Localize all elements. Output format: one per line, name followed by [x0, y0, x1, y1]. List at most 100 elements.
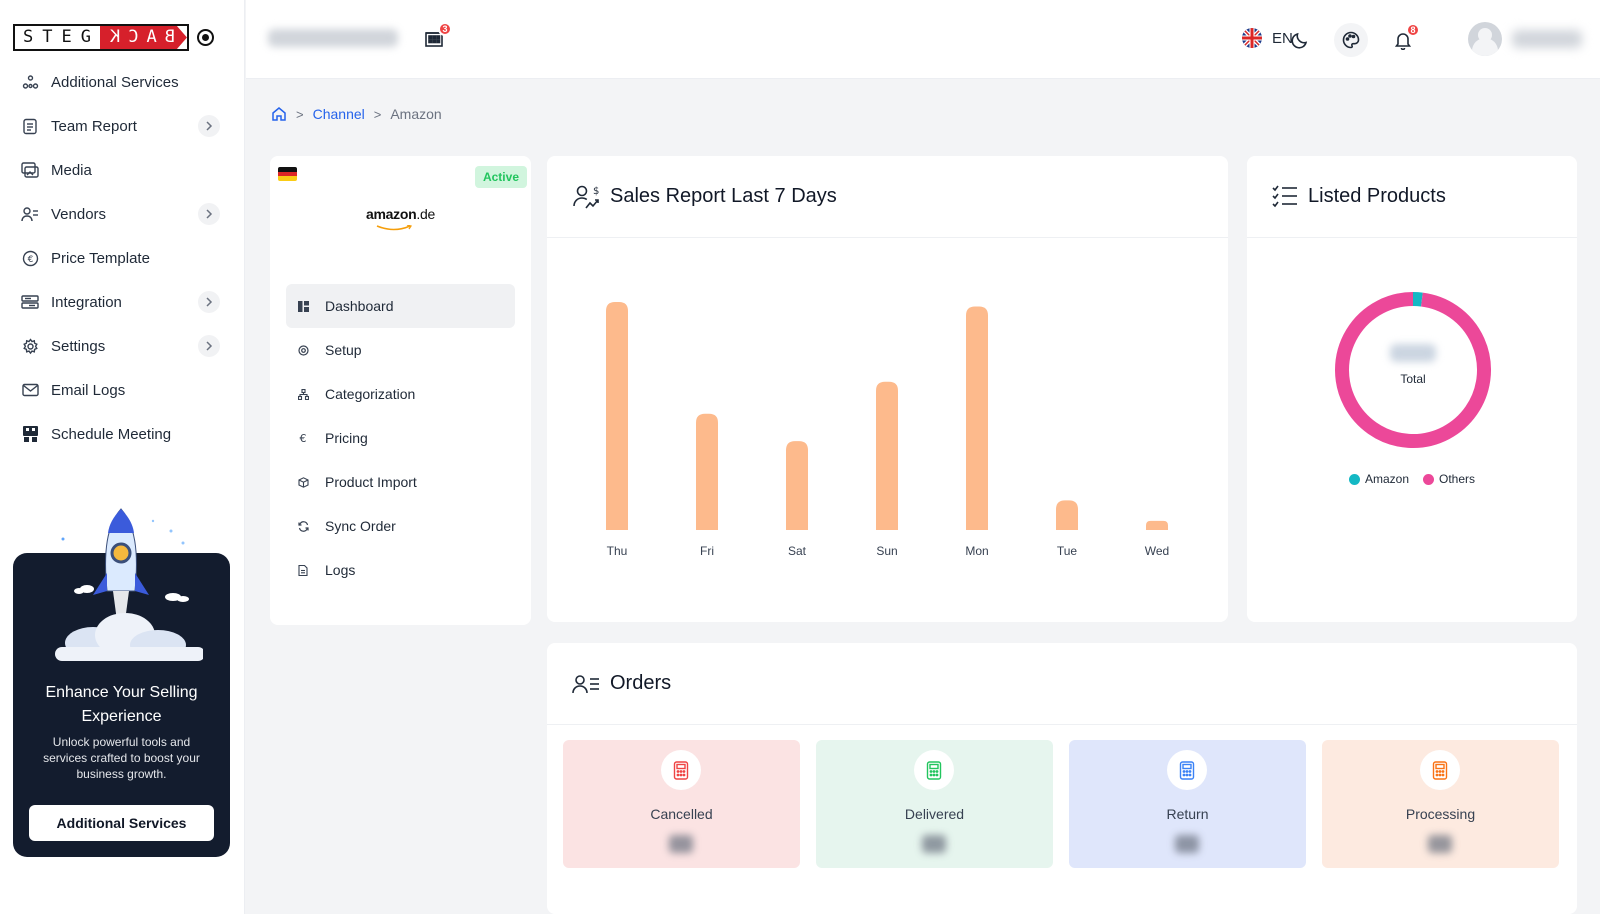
- moon-icon: [1291, 32, 1308, 49]
- sidebar-item-label: Additional Services: [51, 73, 179, 91]
- sidebar-item-label: Vendors: [51, 205, 107, 223]
- gear-icon: [21, 337, 39, 355]
- bar-fri[interactable]: [696, 413, 718, 530]
- sales-user-icon: $: [573, 185, 599, 208]
- sidebar-item-additional-services[interactable]: Additional Services: [0, 60, 245, 104]
- svg-text:€: €: [27, 255, 33, 265]
- germany-flag-icon: [278, 167, 297, 181]
- dashboard-icon: [297, 300, 309, 312]
- sidebar-item-vendors[interactable]: Vendors: [0, 192, 245, 236]
- x-tick-label: Mon: [965, 544, 988, 558]
- sidebar-item-label: Email Logs: [51, 381, 126, 399]
- channel-menu-label: Pricing: [325, 430, 368, 446]
- user-name[interactable]: [1512, 30, 1582, 48]
- sidebar-item-label: Team Report: [51, 117, 137, 135]
- bar-thu[interactable]: [606, 302, 628, 530]
- sidebar-item-label: Media: [51, 161, 92, 179]
- brand-logo-left: STEG: [15, 26, 104, 49]
- import-icon: [297, 476, 309, 488]
- sidebar-item-email-logs[interactable]: Email Logs: [0, 368, 245, 412]
- listed-products-donut: Total: [1333, 290, 1493, 450]
- listed-products-header: Listed Products: [1247, 156, 1577, 238]
- svg-text:$: $: [593, 186, 599, 197]
- donut-total-label: Total: [1400, 372, 1426, 386]
- euro-icon: €: [299, 431, 307, 445]
- order-count: [922, 835, 946, 853]
- sidebar-item-price-template[interactable]: € Price Template: [0, 236, 245, 280]
- breadcrumb-current: Amazon: [390, 106, 442, 122]
- channel-menu-sync-order[interactable]: Sync Order: [286, 504, 515, 548]
- channel-menu-dashboard[interactable]: Dashboard: [286, 284, 515, 328]
- bar-sat[interactable]: [786, 441, 808, 530]
- promo-title: Enhance Your Selling Experience: [45, 684, 198, 725]
- brand-logo[interactable]: STEG BACK: [13, 24, 214, 51]
- order-tile-label: Cancelled: [650, 806, 713, 822]
- order-tile-cancelled[interactable]: Cancelled: [563, 740, 800, 868]
- home-icon[interactable]: [271, 106, 287, 122]
- orders-header: Orders: [547, 643, 1577, 725]
- chevron-right-icon[interactable]: [198, 115, 220, 137]
- order-tile-return[interactable]: Return: [1069, 740, 1306, 868]
- amazon-logo-tld: .de: [416, 206, 435, 222]
- channel-menu-pricing[interactable]: € Pricing: [286, 416, 515, 460]
- company-name[interactable]: [268, 29, 398, 47]
- legend-label: Amazon: [1364, 472, 1409, 486]
- store-switcher[interactable]: 3: [424, 22, 452, 50]
- channel-card: Active amazon.de Dashboard Setup Categor…: [270, 156, 531, 625]
- mail-icon: [21, 381, 39, 399]
- topbar: 3 EN 8: [246, 0, 1600, 79]
- sidebar-item-label: Settings: [51, 337, 106, 355]
- chevron-right-icon[interactable]: [198, 335, 220, 357]
- setup-icon: [297, 344, 309, 356]
- channel-menu-product-import[interactable]: Product Import: [286, 460, 515, 504]
- bar-mon[interactable]: [966, 306, 988, 530]
- channel-menu-setup[interactable]: Setup: [286, 328, 515, 372]
- channel-menu-categorization[interactable]: Categorization: [286, 372, 515, 416]
- sidebar-item-media[interactable]: Media: [0, 148, 245, 192]
- sales-report-title: Sales Report Last 7 Days: [610, 185, 837, 207]
- additional-services-button[interactable]: Additional Services: [29, 805, 214, 841]
- sidebar-item-schedule-meeting[interactable]: Schedule Meeting: [0, 412, 245, 456]
- donut-slice-amazon[interactable]: [1412, 292, 1423, 307]
- sales-bar-chart: Thu Fri Sat Sun Mon Tue Wed: [606, 302, 1169, 558]
- bar-tue[interactable]: [1056, 500, 1078, 530]
- language-selector[interactable]: EN: [1242, 28, 1293, 48]
- channel-menu-label: Logs: [325, 562, 356, 578]
- notifications-button[interactable]: 8: [1386, 23, 1420, 57]
- store-badge: 3: [438, 22, 452, 36]
- breadcrumb-link[interactable]: Channel: [312, 106, 365, 122]
- sidebar-item-integration[interactable]: Integration: [0, 280, 245, 324]
- order-tile-processing[interactable]: Processing: [1322, 740, 1559, 868]
- status-badge: Active: [474, 166, 527, 188]
- chevron-right-icon[interactable]: [198, 291, 220, 313]
- breadcrumb: > Channel > Amazon: [271, 106, 442, 122]
- avatar[interactable]: [1468, 22, 1502, 56]
- order-tile-delivered[interactable]: Delivered: [816, 740, 1053, 868]
- donut-slice-others[interactable]: [1335, 292, 1491, 448]
- donut-chart: [1335, 292, 1491, 448]
- listed-products-card: Listed Products Total Amazon Others: [1247, 156, 1577, 622]
- palette-icon: [1342, 31, 1360, 49]
- sidebar-item-team-report[interactable]: Team Report: [0, 104, 245, 148]
- sidebar-item-label: Price Template: [51, 249, 150, 267]
- x-tick-label: Tue: [1057, 544, 1078, 558]
- channel-menu-logs[interactable]: Logs: [286, 548, 515, 592]
- sidebar-nav: Additional Services Team Report Media Ve…: [0, 60, 245, 456]
- theme-button[interactable]: [1334, 23, 1368, 57]
- sidebar-item-settings[interactable]: Settings: [0, 324, 245, 368]
- chevron-right-icon[interactable]: [198, 203, 220, 225]
- sales-report-header: $ Sales Report Last 7 Days: [547, 156, 1228, 238]
- x-tick-label: Sun: [876, 544, 897, 558]
- amazon-smile-icon: [376, 225, 412, 231]
- orders-title: Orders: [610, 672, 672, 694]
- rocket-illustration: [55, 508, 203, 661]
- legend-item-amazon[interactable]: Amazon: [1348, 472, 1409, 486]
- bar-sun[interactable]: [876, 381, 898, 530]
- bell-icon: [1394, 32, 1412, 50]
- order-count: [1428, 835, 1452, 853]
- dark-mode-toggle[interactable]: [1283, 23, 1317, 57]
- legend-item-others[interactable]: Others: [1423, 472, 1475, 486]
- bar-wed[interactable]: [1146, 520, 1168, 530]
- order-count: [669, 835, 693, 853]
- calculator-icon: [914, 750, 954, 790]
